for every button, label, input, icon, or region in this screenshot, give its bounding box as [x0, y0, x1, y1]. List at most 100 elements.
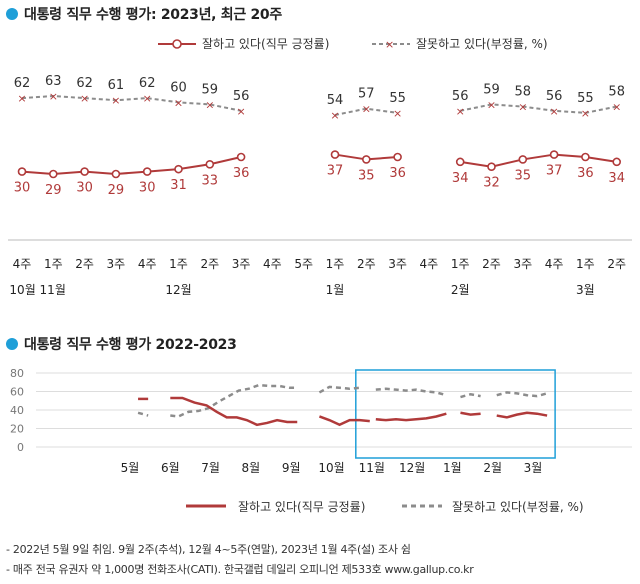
disapprove-point: × — [362, 103, 371, 116]
approve-value-label: 35 — [515, 168, 532, 183]
approve-point — [549, 150, 559, 159]
y-tick-label: 20 — [10, 423, 24, 436]
approve-value-label: 37 — [546, 164, 563, 179]
approve-line — [460, 411, 481, 416]
disapprove-point: × — [143, 92, 152, 105]
approve-value-label: 32 — [483, 176, 500, 191]
bottom-legend: 잘하고 있다(직무 긍정률) 잘못하고 있다(부정률, %) — [186, 500, 584, 514]
disapprove-point: × — [330, 109, 339, 122]
approve-line — [21, 156, 242, 176]
top-legend: 잘하고 있다(직무 긍정률) × 잘못하고 있다(부정률, %) — [158, 37, 548, 51]
disapprove-point: × — [174, 96, 183, 109]
x-tick-label: 6월 — [161, 461, 180, 475]
x-tick-label: 1월 — [443, 461, 462, 475]
x-tick-label: 7월 — [201, 461, 220, 475]
approve-point — [393, 152, 402, 162]
legend-disapprove-marker: × — [385, 38, 394, 51]
disapprove-point: × — [612, 101, 621, 114]
approve-value-label: 36 — [233, 166, 250, 181]
bottom-plot-area: 0 20 40 60 80 5월 6월 7월 8월 9월 10월 11월 12월 1월 2월 3월 — [10, 367, 632, 475]
disapprove-point: × — [393, 107, 402, 120]
approve-point — [48, 169, 58, 179]
disapprove-point: × — [49, 90, 58, 103]
disapprove-value-label: 55 — [577, 91, 594, 106]
x-tick-label: 5주 — [294, 257, 313, 271]
footnote-line: - 매주 전국 유권자 약 1,000명 전화조사(CATI). 한국갤럽 데일… — [6, 563, 474, 576]
x-tick-label: 1주 — [326, 257, 345, 271]
disapprove-point: × — [80, 92, 89, 105]
approve-point — [80, 167, 89, 176]
footnotes: - 2022년 5월 9일 취임. 9월 2주(추석), 12월 4~5주(연말… — [6, 540, 474, 580]
x-tick-label: 2주 — [607, 257, 626, 271]
disapprove-value-label: 62 — [76, 76, 93, 91]
bottom-chart-title-text: 대통령 직무 수행 평가 2022-2023 — [24, 337, 237, 353]
y-tick-label: 0 — [17, 441, 24, 454]
x-tick-label: 2주 — [75, 257, 94, 271]
disapprove-point: × — [549, 105, 558, 118]
disapprove-value-label: 62 — [139, 76, 156, 91]
x-tick-label: 11월 — [359, 461, 385, 475]
approve-value-label: 30 — [14, 181, 31, 196]
disapprove-value-label: 56 — [452, 89, 469, 104]
legend-approve-label: 잘하고 있다(직무 긍정률) — [202, 37, 329, 51]
disapprove-value-label: 58 — [608, 85, 625, 100]
disapprove-value-label: 63 — [45, 74, 62, 89]
disapprove-value-label: 54 — [327, 93, 344, 108]
y-tick-label: 60 — [10, 386, 24, 399]
x-tick-label: 1주 — [169, 257, 188, 271]
legend-disapprove-label: 잘못하고 있다(부정률, %) — [452, 500, 584, 514]
disapprove-point: × — [581, 107, 590, 120]
approve-point — [518, 155, 528, 164]
x-tick-label: 3주 — [107, 257, 126, 271]
legend-approve-marker — [172, 39, 182, 49]
x-tick-label: 4주 — [13, 257, 32, 271]
approve-line — [318, 415, 370, 427]
month-label: 2월 — [451, 283, 470, 297]
disapprove-value-label: 55 — [389, 91, 406, 106]
disapprove-value-label: 58 — [515, 85, 532, 100]
approve-value-label: 29 — [108, 183, 125, 198]
approve-point — [361, 155, 371, 164]
x-tick-label: 3주 — [388, 257, 407, 271]
approve-value-label: 36 — [577, 166, 594, 181]
approve-point — [455, 157, 465, 167]
approve-value-label: 34 — [452, 171, 469, 186]
approve-point — [612, 157, 622, 167]
y-tick-label: 80 — [10, 367, 24, 380]
legend-disapprove-label: 잘못하고 있다(부정률, %) — [416, 37, 548, 51]
x-tick-label: 10월 — [318, 461, 344, 475]
approve-line — [375, 412, 447, 422]
disapprove-value-label: 56 — [546, 89, 563, 104]
approve-point — [581, 152, 590, 162]
recent-weeks-highlight-box — [355, 369, 556, 459]
month-label: 12월 — [165, 283, 191, 297]
x-tick-label: 12월 — [399, 461, 425, 475]
disapprove-value-label: 60 — [170, 80, 187, 95]
disapprove-value-label: 62 — [14, 76, 31, 91]
top-plot-area: ×62×63×62×61×62×60×59×56×54×57×55×56×59×… — [9, 74, 626, 297]
approve-value-label: 31 — [170, 178, 187, 193]
disapprove-line — [137, 411, 149, 417]
disapprove-value-label: 56 — [233, 89, 250, 104]
disapprove-point: × — [236, 105, 245, 118]
x-tick-label: 1주 — [44, 257, 63, 271]
approve-point — [142, 167, 152, 176]
x-tick-label: 3주 — [232, 257, 251, 271]
bullet-dot-icon — [6, 338, 18, 350]
top-chart-title: 대통령 직무 수행 평가: 2023년, 최근 20주 — [6, 4, 282, 24]
disapprove-point: × — [487, 98, 496, 111]
disapprove-line — [496, 391, 548, 398]
disapprove-point: × — [456, 105, 465, 118]
disapprove-line — [460, 103, 617, 114]
x-tick-label: 2주 — [357, 257, 376, 271]
x-tick-label: 5월 — [121, 461, 140, 475]
disapprove-line — [460, 392, 481, 399]
y-tick-label: 40 — [10, 404, 24, 417]
approve-point — [174, 164, 183, 174]
approve-line — [170, 396, 298, 427]
approve-value-label: 30 — [139, 181, 156, 196]
x-tick-label: 4주 — [420, 257, 439, 271]
approve-value-label: 36 — [389, 166, 406, 181]
x-tick-label: 9월 — [282, 461, 301, 475]
approve-line — [496, 411, 548, 419]
